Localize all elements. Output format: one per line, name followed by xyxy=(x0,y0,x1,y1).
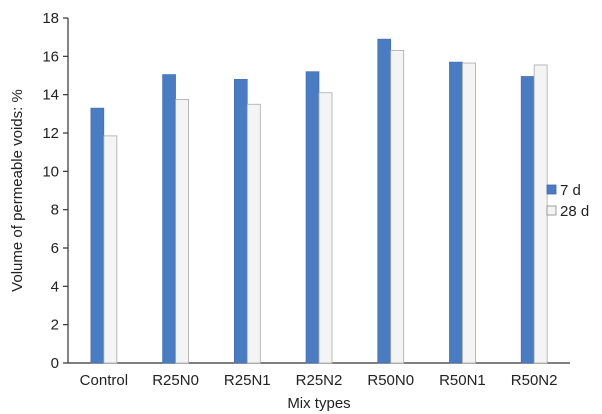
x-tick-label: Control xyxy=(80,372,128,389)
bar-7d-r50n1 xyxy=(449,61,463,364)
bar-28d-r50n0 xyxy=(390,50,405,364)
y-tick-label: 12 xyxy=(42,125,59,142)
legend-swatch xyxy=(546,205,557,216)
y-tick-label: 8 xyxy=(51,202,59,219)
bar-28d-r25n0 xyxy=(175,99,189,364)
x-ticks: Control R25N0 R25N1 R25N2 R50N0 R50N1 R50N2 xyxy=(80,372,558,389)
x-axis-title: Mix types xyxy=(287,395,350,412)
y-tick-label: 16 xyxy=(42,48,59,65)
legend-label: 28 d xyxy=(560,203,589,220)
bar-28d-r25n2 xyxy=(318,92,333,364)
legend: 7 d 28 d xyxy=(546,182,589,220)
x-tick-label: R25N0 xyxy=(152,372,199,389)
x-tick-label: R25N1 xyxy=(224,372,271,389)
bar-28d-r50n1 xyxy=(462,62,476,364)
x-tick-label: R50N2 xyxy=(511,372,558,389)
y-tick-label: 6 xyxy=(51,240,59,257)
y-tick-label: 14 xyxy=(42,87,59,104)
legend-label: 7 d xyxy=(560,182,581,199)
bar-7d-r50n0 xyxy=(377,38,392,364)
bars xyxy=(90,38,548,364)
y-tick-label: 18 xyxy=(42,10,59,27)
bar-28d-r50n2 xyxy=(533,64,548,364)
x-tick-label: R50N0 xyxy=(367,372,414,389)
y-ticks: 0 2 4 6 8 10 12 14 16 18 xyxy=(42,10,68,372)
y-tick-label: 0 xyxy=(51,355,59,372)
bar-28d-control xyxy=(103,135,118,364)
x-tick-label: R25N2 xyxy=(296,372,343,389)
bar-7d-r25n0 xyxy=(162,74,176,364)
x-tick-label: R50N1 xyxy=(439,372,486,389)
y-tick-label: 4 xyxy=(51,278,59,295)
y-tick-label: 2 xyxy=(51,317,59,334)
legend-swatch xyxy=(546,184,557,195)
bar-7d-control xyxy=(90,107,105,364)
bar-7d-r25n2 xyxy=(305,71,320,364)
bar-7d-r50n2 xyxy=(520,76,535,364)
y-tick-label: 10 xyxy=(42,163,59,180)
bar-28d-r25n1 xyxy=(246,103,261,364)
bar-7d-r25n1 xyxy=(233,79,248,364)
y-axis-title: Volume of permeable voids: % xyxy=(9,89,26,292)
